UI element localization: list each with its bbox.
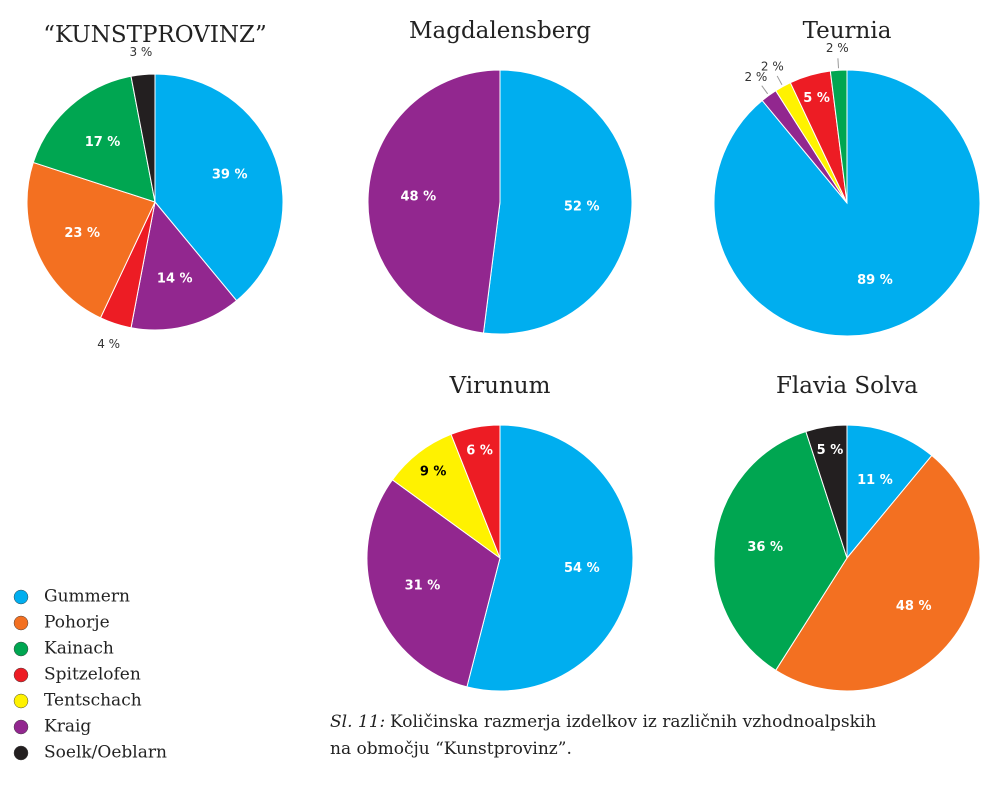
legend-label: Gummern <box>44 587 130 607</box>
pie-slice <box>367 69 501 334</box>
leader-line <box>761 85 769 95</box>
legend-swatch <box>13 693 29 709</box>
value-label: 4 % <box>97 337 120 351</box>
legend-swatch <box>13 667 29 683</box>
pie-slice <box>805 424 848 559</box>
value-label: 2 % <box>744 70 767 84</box>
pie-slice <box>32 75 156 203</box>
value-label: 5 % <box>817 443 844 458</box>
pie-slice <box>846 424 933 560</box>
pie-slice <box>466 424 634 692</box>
legend-label: Tentschach <box>44 691 142 711</box>
value-label: 14 % <box>157 271 193 286</box>
pie-slice <box>154 73 284 302</box>
value-label: 11 % <box>857 473 893 488</box>
pie-title: “KUNSTPROVINZ” <box>43 22 267 48</box>
pie-title: Virunum <box>449 373 551 399</box>
value-label: 48 % <box>896 599 932 614</box>
legend-label: Kainach <box>44 639 114 659</box>
value-label: 39 % <box>212 168 248 183</box>
pie-title: Teurnia <box>803 18 892 44</box>
pie-slice <box>713 430 848 671</box>
caption-line: na območju “Kunstprovinz”. <box>330 739 572 759</box>
value-label: 52 % <box>564 200 600 215</box>
value-label: 2 % <box>761 60 784 74</box>
pie-slice <box>775 454 981 692</box>
value-label: 48 % <box>400 189 436 204</box>
value-label: 31 % <box>405 578 441 593</box>
legend-label: Kraig <box>44 717 91 737</box>
value-label: 17 % <box>85 135 121 150</box>
pie-slice <box>130 73 156 203</box>
legend-swatch <box>13 745 29 761</box>
pie-title: Flavia Solva <box>776 373 918 399</box>
value-label: 54 % <box>564 561 600 576</box>
legend-swatch <box>13 641 29 657</box>
legend-label: Spitzelofen <box>44 665 141 685</box>
value-label: 3 % <box>129 45 152 59</box>
value-label: 9 % <box>420 464 447 479</box>
pie-slice <box>450 424 501 559</box>
legend-label: Pohorje <box>44 613 110 633</box>
caption-label: Sl. 11: <box>330 712 385 732</box>
value-label: 23 % <box>64 226 100 241</box>
legend-swatch <box>13 719 29 735</box>
legend-label: Soelk/Oeblarn <box>44 743 167 763</box>
legend-swatch <box>13 589 29 605</box>
value-label: 36 % <box>747 540 783 555</box>
pie-slice <box>482 69 633 335</box>
value-label: 6 % <box>466 443 493 458</box>
pie-slice <box>26 161 156 319</box>
value-label: 89 % <box>857 273 893 288</box>
pie-title: Magdalensberg <box>409 18 591 44</box>
leader-line <box>776 75 783 85</box>
caption-line: Količinska razmerja izdelkov iz različni… <box>390 712 876 732</box>
pie-slice <box>130 200 238 331</box>
pie-slice <box>366 479 501 688</box>
value-label: 5 % <box>803 91 830 106</box>
leader-line <box>837 58 840 69</box>
value-label: 2 % <box>826 41 849 55</box>
pie-slice <box>829 69 848 204</box>
legend-swatch <box>13 615 29 631</box>
